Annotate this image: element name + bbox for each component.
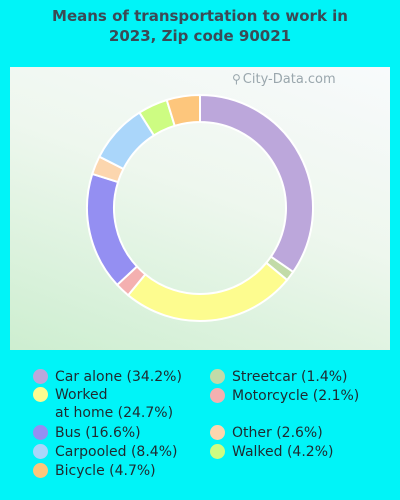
donut-slice-worked-at-home	[126, 261, 289, 322]
legend-item-walked: Walked (4.2%)	[210, 443, 334, 461]
legend-swatch-car-alone	[33, 369, 48, 384]
legend-label-carpooled: Carpooled (8.4%)	[55, 444, 178, 460]
legend-swatch-walked	[210, 444, 225, 459]
legend-swatch-motorcycle	[210, 388, 225, 403]
legend-item-worked-at-home: Worked at home (24.7%)	[33, 386, 174, 422]
legend-label-bicycle: Bicycle (4.7%)	[55, 463, 156, 479]
legend-label-worked-at-home-line2: at home (24.7%)	[55, 405, 174, 421]
watermark-text: City-Data.com	[242, 72, 336, 87]
donut-slice-bus	[86, 172, 139, 287]
chart-title: Means of transportation to work in 2023,…	[0, 6, 400, 46]
chart-title-line1: Means of transportation to work in	[52, 7, 348, 25]
legend-label-worked-at-home-line1: Worked	[55, 387, 108, 403]
legend-swatch-other	[210, 425, 225, 440]
legend-swatch-bus	[33, 425, 48, 440]
legend-label-motorcycle: Motorcycle (2.1%)	[232, 388, 360, 404]
donut-slice-bicycle	[165, 93, 201, 128]
legend-label-streetcar: Streetcar (1.4%)	[232, 369, 348, 385]
legend-label-car-alone: Car alone (34.2%)	[55, 369, 182, 385]
donut-slice-car-alone	[199, 93, 314, 274]
legend-swatch-streetcar	[210, 369, 225, 384]
watermark: ⚲ City-Data.com	[232, 72, 336, 87]
legend-label-walked: Walked (4.2%)	[232, 444, 334, 460]
legend-item-streetcar: Streetcar (1.4%)	[210, 368, 348, 386]
legend-swatch-worked-at-home	[33, 387, 48, 402]
legend-item-bus: Bus (16.6%)	[33, 424, 141, 442]
legend-item-car-alone: Car alone (34.2%)	[33, 368, 182, 386]
legend-item-other: Other (2.6%)	[210, 424, 323, 442]
legend-swatch-carpooled	[33, 444, 48, 459]
chart-title-line2: 2023, Zip code 90021	[108, 27, 292, 45]
magnifier-icon: ⚲	[232, 72, 241, 86]
legend-item-carpooled: Carpooled (8.4%)	[33, 443, 178, 461]
donut-chart	[86, 93, 314, 322]
legend-item-bicycle: Bicycle (4.7%)	[33, 462, 156, 480]
legend-swatch-bicycle	[33, 463, 48, 478]
legend-label-bus: Bus (16.6%)	[55, 425, 141, 441]
legend-item-motorcycle: Motorcycle (2.1%)	[210, 387, 360, 405]
legend-label-other: Other (2.6%)	[232, 425, 323, 441]
